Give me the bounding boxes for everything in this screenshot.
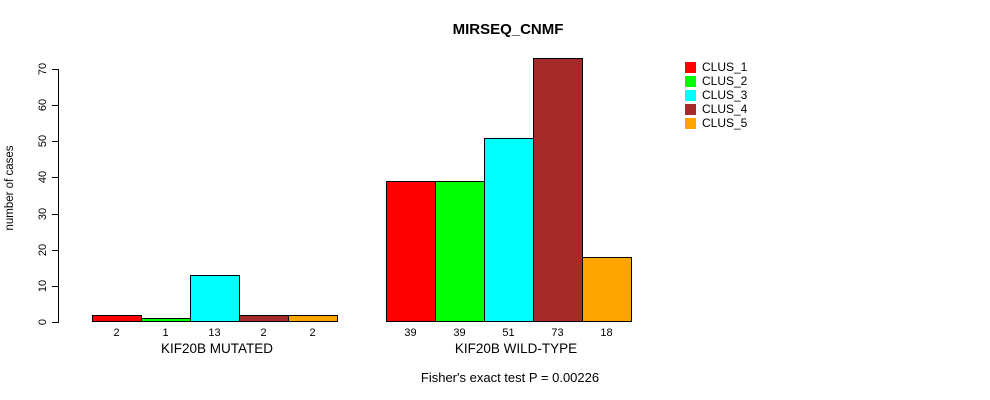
chart-title: MIRSEQ_CNMF [452,21,564,38]
bar-clus_1-wildtype [386,181,436,322]
bar-clus_2-wildtype [435,181,485,322]
bar-value-label: 18 [600,327,613,339]
y-axis-tick [52,141,58,142]
y-axis-tick [52,250,58,251]
legend-item-clus_5: CLUS_5 [685,116,747,130]
bar-clus_1-mutated [92,315,142,322]
legend-item-clus_2: CLUS_2 [685,74,747,88]
bar-clus_4-mutated [239,315,289,322]
bar-clus_3-wildtype [484,138,534,322]
bar-clus_5-wildtype [582,257,632,322]
legend-item-clus_3: CLUS_3 [685,88,747,102]
y-axis-tick [52,322,58,323]
bar-value-label: 2 [309,327,316,339]
y-axis-tick [52,105,58,106]
y-axis-tick [52,286,58,287]
bar-value-label: 2 [260,327,267,339]
legend-item-clus_4: CLUS_4 [685,102,747,116]
bar-value-label: 2 [113,327,120,339]
legend-label: CLUS_4 [702,102,748,116]
y-axis-tick-label: 40 [37,170,49,184]
legend-label: CLUS_5 [702,116,748,130]
legend-swatch [685,89,696,101]
legend-label: CLUS_1 [702,60,748,74]
y-axis-tick-label: 50 [37,134,49,148]
legend-item-clus_1: CLUS_1 [685,60,747,74]
y-axis-tick-label: 70 [37,62,49,76]
bar-value-label: 39 [404,327,417,339]
legend-label: CLUS_2 [702,74,748,88]
y-axis-tick [52,177,58,178]
y-axis-label: number of cases [4,145,16,231]
x-category-label: KIF20B WILD-TYPE [454,341,578,356]
bar-clus_4-wildtype [533,58,583,322]
y-axis-tick-label: 0 [37,318,49,326]
y-axis-tick-label: 20 [37,243,49,257]
fisher-test-note: Fisher's exact test P = 0.00226 [420,370,600,385]
legend-swatch [685,75,696,87]
y-axis-tick-label: 60 [37,98,49,112]
x-category-label: KIF20B MUTATED [160,341,274,356]
bar-value-label: 13 [208,327,221,339]
bar-clus_3-mutated [190,275,240,322]
bar-value-label: 51 [502,327,515,339]
legend: CLUS_1 CLUS_2 CLUS_3 CLUS_4 CLUS_5 [685,60,747,130]
bar-clus_5-mutated [288,315,338,322]
y-axis-tick [52,69,58,70]
bar-value-label: 73 [551,327,564,339]
legend-swatch [685,61,696,73]
legend-swatch [685,103,696,115]
bar-value-label: 39 [453,327,466,339]
y-axis-tick-label: 30 [37,207,49,221]
y-axis-tick [52,214,58,215]
y-axis-line [58,69,59,323]
bar-value-label: 1 [162,327,169,339]
legend-label: CLUS_3 [702,88,748,102]
y-axis-tick-label: 10 [37,279,49,293]
bar-clus_2-mutated [141,318,191,322]
legend-swatch [685,117,696,129]
